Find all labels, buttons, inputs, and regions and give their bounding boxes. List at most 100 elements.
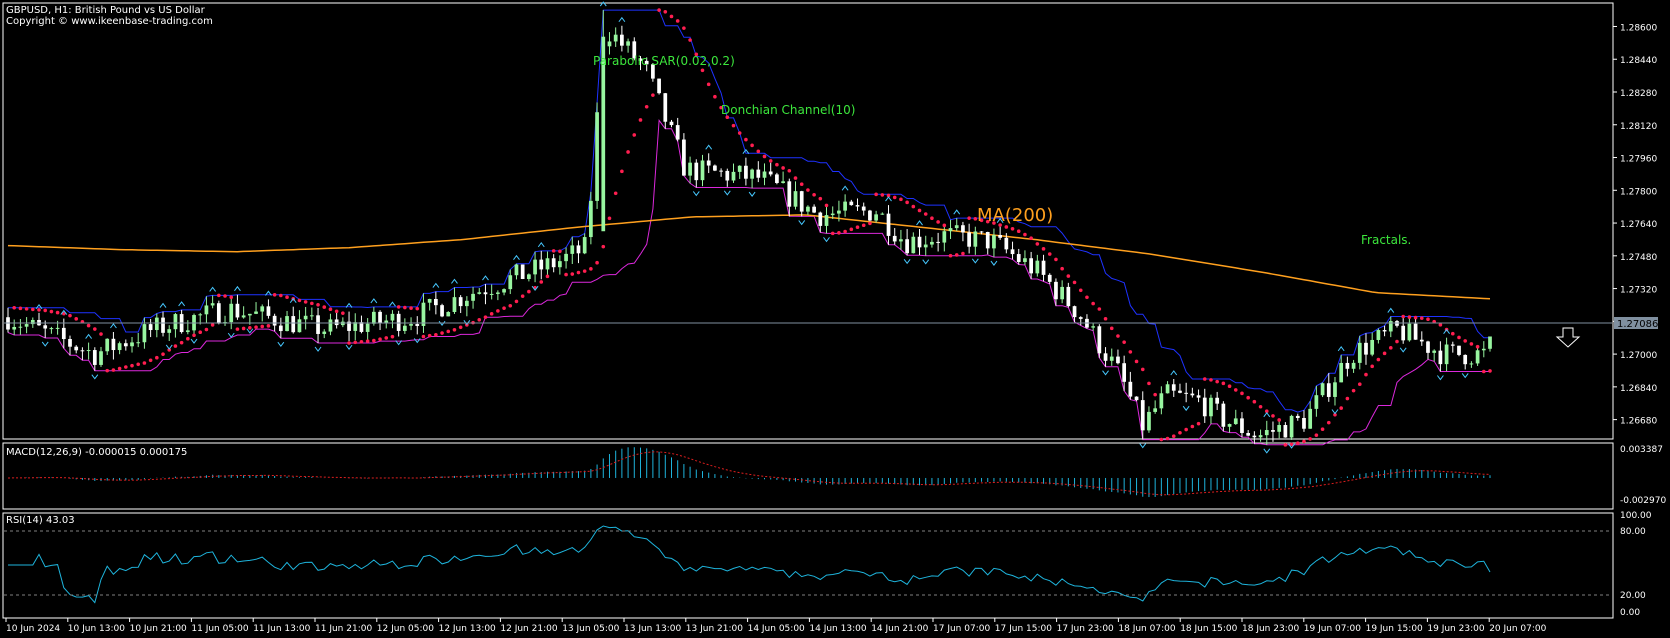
- sar-dot: [868, 221, 872, 226]
- candle-body: [1413, 323, 1418, 340]
- time-tick-label: 11 Jun 21:00: [315, 624, 372, 634]
- sar-dot: [638, 118, 643, 122]
- candle-body: [744, 165, 748, 179]
- sar-dot: [985, 219, 990, 224]
- sar-dot: [328, 307, 333, 312]
- sar-dot: [452, 328, 457, 332]
- candle-body: [1457, 345, 1461, 355]
- sar-dot: [651, 93, 655, 97]
- candle-body: [837, 210, 841, 214]
- candle-body: [260, 306, 265, 312]
- candle-body: [1004, 237, 1009, 250]
- time-tick-label: 17 Jun 07:00: [933, 624, 990, 634]
- candle-body: [1134, 396, 1139, 401]
- sar-dot: [161, 352, 165, 356]
- ma-annotation: MA(200): [977, 205, 1053, 226]
- candle-body: [130, 342, 134, 347]
- sar-dot: [1320, 427, 1325, 432]
- time-tick-label: 18 Jun 23:00: [1242, 624, 1299, 634]
- sar-dot: [1401, 314, 1405, 319]
- sar-dot: [1091, 301, 1095, 306]
- fractal-down-icon: [277, 341, 285, 348]
- fractal-up-icon: [60, 309, 68, 315]
- candle-body: [768, 171, 773, 175]
- candle-body: [1128, 381, 1133, 397]
- time-tick-label: 12 Jun 05:00: [377, 624, 434, 634]
- sar-dot: [1221, 381, 1226, 386]
- fractal-down-icon: [971, 258, 979, 264]
- fractal-down-icon: [798, 220, 806, 226]
- sar-dot: [403, 305, 407, 310]
- fractal-up-icon: [265, 290, 272, 296]
- candle-body: [1432, 350, 1437, 353]
- candle-body: [415, 324, 420, 326]
- sar-dot: [1178, 430, 1182, 435]
- candle-body: [849, 201, 854, 206]
- time-tick-label: 14 Jun 13:00: [809, 624, 866, 634]
- sar-dot: [93, 327, 97, 331]
- candle-body: [663, 93, 668, 122]
- candle-body: [1252, 435, 1257, 438]
- candle-body: [868, 210, 872, 221]
- fractal-down-icon: [314, 346, 322, 352]
- time-tick-label: 12 Jun 21:00: [500, 624, 557, 634]
- candle-body: [644, 60, 649, 65]
- fractal-down-icon: [190, 338, 198, 344]
- candle-body: [272, 315, 277, 326]
- candle-body: [576, 245, 581, 254]
- fractal-up-icon: [1263, 412, 1271, 418]
- sar-dot: [1295, 441, 1300, 445]
- sar-dot: [781, 166, 785, 170]
- fractal-down-icon: [227, 332, 235, 338]
- candle-body: [638, 58, 643, 61]
- sar-dot: [1202, 377, 1207, 381]
- sar-dot: [824, 203, 829, 208]
- rsi-tick-80: 80.00: [1620, 527, 1646, 537]
- candle-body: [861, 206, 866, 211]
- sar-dot: [248, 325, 252, 330]
- candle-body: [527, 274, 531, 279]
- candle-body: [564, 253, 568, 262]
- current-price-label: 1.27086: [1617, 319, 1658, 330]
- price-tick-label: 1.27960: [1620, 155, 1657, 165]
- macd-title: MACD(12,26,9) -0.000015 0.000175: [6, 447, 187, 458]
- candle-body: [74, 346, 79, 351]
- candle-body: [806, 206, 810, 212]
- candle-body: [378, 311, 382, 324]
- sar-dot: [322, 305, 327, 309]
- sar-dot: [1035, 242, 1040, 246]
- fractal-up-icon: [742, 148, 750, 154]
- candle-body: [539, 259, 544, 270]
- sar-dot: [279, 293, 283, 298]
- sar-dot: [601, 244, 606, 249]
- candle-body: [402, 325, 407, 331]
- candle-body: [1289, 415, 1294, 438]
- candle-body: [613, 34, 618, 42]
- fractal-up-icon: [482, 275, 489, 281]
- sar-dot: [923, 212, 928, 216]
- time-tick-label: 10 Jun 13:00: [68, 624, 125, 634]
- candle-body: [247, 313, 252, 316]
- candle-body: [229, 303, 234, 323]
- sar-dot: [1085, 295, 1089, 300]
- sar-dot: [861, 223, 866, 228]
- sar-dot: [1190, 424, 1195, 429]
- sar-dot: [55, 310, 60, 315]
- candle-body: [198, 314, 203, 316]
- sar-dot: [434, 332, 438, 337]
- sar-dot: [589, 267, 593, 271]
- candle-body: [855, 205, 860, 207]
- candle-body: [967, 232, 971, 247]
- sar-dot: [353, 340, 358, 345]
- sar-dot: [99, 332, 103, 336]
- candle-body: [1258, 435, 1263, 438]
- candle-body: [80, 350, 85, 352]
- fractal-up-icon: [35, 304, 43, 310]
- sar-dot: [1376, 357, 1381, 362]
- candle-body: [185, 330, 190, 333]
- sar-dot: [551, 249, 556, 253]
- sar-dot: [1066, 274, 1071, 278]
- candle-body: [496, 292, 500, 294]
- candle-body: [1345, 362, 1350, 369]
- sar-dot: [111, 368, 116, 372]
